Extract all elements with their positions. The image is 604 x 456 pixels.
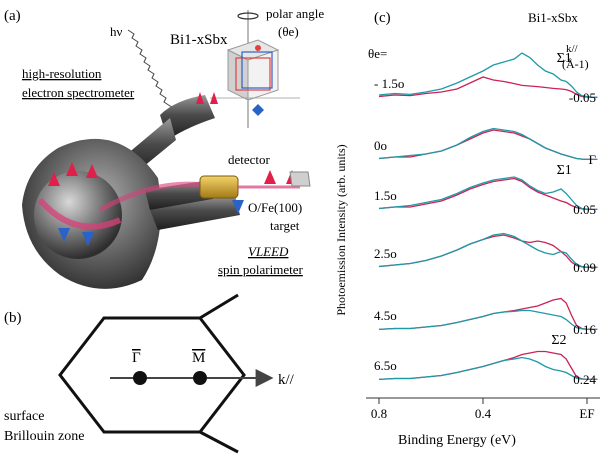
spectrum-4-k: 0.16 xyxy=(573,322,596,337)
brillouin-hexagon xyxy=(58,316,246,434)
spectrum-1-angle: 0o xyxy=(374,138,387,153)
photon-label: hν xyxy=(110,24,123,39)
panel-b-label: (b) xyxy=(4,310,22,326)
spectrum-0-marker-label: Σ1 xyxy=(557,51,572,66)
spectrum-0-spin-up xyxy=(378,76,598,99)
spectrometer xyxy=(22,92,240,289)
x-tick-label-0: 0.8 xyxy=(371,406,387,421)
spectrum-3-angle: 2.5o xyxy=(374,246,397,261)
sample-label: Bi1-xSbx xyxy=(170,32,228,48)
spectrum-3-k: 0.09 xyxy=(573,260,596,275)
gamma-point xyxy=(133,371,147,385)
spectrum-0-angle: - 1.5o xyxy=(374,76,404,91)
k-axis-label: k// xyxy=(278,372,295,388)
x-tick-group: 0.8 0.4 EF xyxy=(371,398,595,421)
spectrum-2-spin-up xyxy=(378,177,598,211)
bz-caption-line1: surface xyxy=(4,409,44,424)
neighbor-zone-edge-upper xyxy=(199,293,239,320)
x-axis-label: Binding Energy (eV) xyxy=(398,433,516,448)
target-label-line2: target xyxy=(270,218,300,233)
panel-c-label: (c) xyxy=(374,10,391,26)
target-label-line1: O/Fe(100) xyxy=(248,200,302,215)
spectrum-5-k: 0.24 xyxy=(573,372,596,387)
spectrum-5-angle: 6.5o xyxy=(374,358,397,373)
spectrum-2-angle: 1.5o xyxy=(374,188,397,203)
spectrum-2-k: 0.05 xyxy=(573,202,596,217)
spectrum-4-angle: 4.5o xyxy=(374,308,397,323)
panel-a-label: (a) xyxy=(4,8,21,24)
bz-caption-line2: Brillouin zone xyxy=(4,429,85,444)
spectrum-3-spin-down xyxy=(378,232,598,269)
spectrum-2-marker-label: Σ1 xyxy=(557,163,572,178)
spectrometer-label-line1: high-resolution xyxy=(22,66,102,81)
spectrum-4-spin-down xyxy=(378,309,598,331)
spectrum-0-spin-down xyxy=(378,52,598,99)
gamma-bar-label: Γ xyxy=(132,350,141,366)
spectrometer-label-line2: electron spectrometer xyxy=(22,85,135,100)
m-point xyxy=(193,371,207,385)
k-header-line2: (Å-1) xyxy=(562,57,589,71)
detector-assembly xyxy=(199,170,311,214)
theta-header: θe= xyxy=(368,46,387,61)
sample-cube xyxy=(210,10,300,128)
k-header-line1: k// xyxy=(566,43,579,55)
y-axis-label: Photoemission Intensity (arb. units) xyxy=(334,144,348,315)
panel-a: (a) hν Bi1-xSbx polar angle (θe) xyxy=(4,6,324,289)
photon-beam xyxy=(127,29,195,119)
detector-label: detector xyxy=(228,152,271,167)
spectrum-4-spin-up xyxy=(378,297,598,331)
x-tick-label-2: EF xyxy=(579,406,594,421)
vleed-label-line1: VLEED xyxy=(248,244,289,259)
vleed-label-line2: spin polarimeter xyxy=(218,262,304,277)
panel-c: (c) Bi1-xSbx θe= k// (Å-1) Photoemission… xyxy=(334,10,600,448)
polar-angle-label: polar angle xyxy=(266,6,324,21)
polar-angle-symbol: (θe) xyxy=(278,24,299,39)
spectrum-1-k: Γ xyxy=(588,152,596,167)
m-bar-label: M xyxy=(192,350,205,366)
x-tick-label-1: 0.4 xyxy=(475,406,492,421)
spectrum-2-spin-down xyxy=(378,176,598,211)
spectrum-1-spin-down xyxy=(378,127,598,161)
spectrum-5-spin-down xyxy=(378,356,598,381)
panel-b: (b) Γ M k// surface Brillouin zone xyxy=(4,293,295,454)
compound-label: Bi1-xSbx xyxy=(528,10,578,25)
spectrum-0-k: -0.05 xyxy=(569,90,596,105)
spectrum-5-marker-label: Σ2 xyxy=(551,333,566,348)
spectra-group: - 1.5o -0.05 Σ1 0o Γ 1.5o 0.05 Σ1 2.5o 0.09 4.5o 0.… xyxy=(374,51,598,387)
neighbor-zone-edge-lower xyxy=(199,430,239,454)
